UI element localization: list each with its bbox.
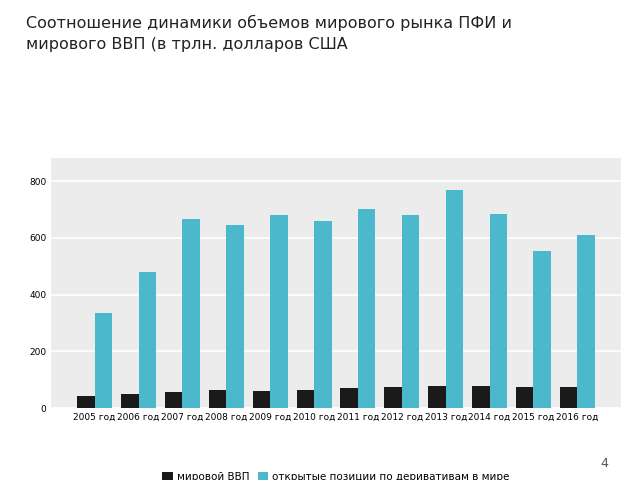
Bar xyxy=(358,209,376,408)
Bar xyxy=(472,386,490,408)
Bar xyxy=(77,396,95,408)
Bar xyxy=(270,215,288,408)
Bar xyxy=(296,390,314,408)
Bar xyxy=(445,190,463,408)
Bar xyxy=(121,394,138,408)
Bar xyxy=(182,219,200,408)
Bar xyxy=(577,235,595,408)
Text: Соотношение динамики объемов мирового рынка ПФИ и
мирового ВВП (в трлн. долларов: Соотношение динамики объемов мирового ры… xyxy=(26,14,511,51)
Bar xyxy=(516,387,534,408)
Bar xyxy=(428,386,445,408)
Bar xyxy=(138,272,156,408)
Bar xyxy=(490,214,507,408)
Bar xyxy=(227,225,244,408)
Bar xyxy=(402,215,419,408)
Bar xyxy=(95,313,112,408)
Bar xyxy=(165,392,182,408)
Bar xyxy=(384,387,402,408)
Legend: мировой ВВП, открытые позиции по деривативам в мире: мировой ВВП, открытые позиции по дериват… xyxy=(158,468,514,480)
Bar xyxy=(560,387,577,408)
Bar xyxy=(314,221,332,408)
Bar xyxy=(534,251,551,408)
Bar xyxy=(253,391,270,408)
Bar xyxy=(340,387,358,408)
Text: 4: 4 xyxy=(600,457,608,470)
Bar xyxy=(209,390,227,408)
